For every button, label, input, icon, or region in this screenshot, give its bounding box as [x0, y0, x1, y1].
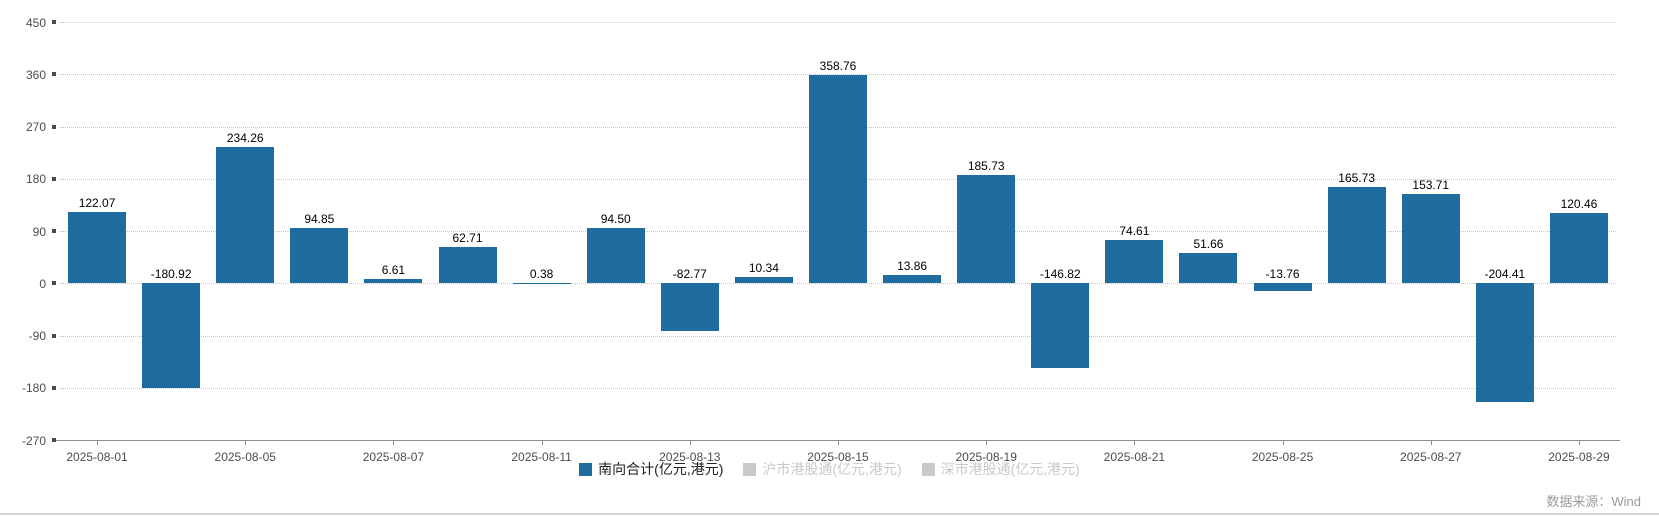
- bar-value-label: -204.41: [1484, 267, 1526, 282]
- bar[interactable]: [290, 228, 349, 284]
- x-axis-tick: [97, 440, 99, 445]
- y-axis-tick-marker: [52, 385, 56, 390]
- legend-item[interactable]: 沪市港股通(亿元,港元): [743, 461, 902, 477]
- legend-swatch-icon: [743, 462, 757, 476]
- legend-label: 沪市港股通(亿元,港元): [762, 461, 902, 477]
- x-axis-tick: [1430, 440, 1432, 445]
- bar[interactable]: [1549, 213, 1608, 284]
- y-axis-tick-marker: [52, 72, 56, 77]
- x-axis-label: 2025-08-19: [955, 450, 1017, 464]
- bar-value-label: 62.71: [452, 230, 483, 245]
- y-axis-label: 360: [25, 67, 46, 82]
- bar-value-label: -146.82: [1039, 267, 1081, 282]
- bar-value-label: 0.38: [529, 267, 554, 282]
- y-axis-label: -90: [28, 329, 46, 343]
- bar-value-label: 120.46: [1560, 197, 1598, 212]
- bottom-divider: [0, 513, 1659, 515]
- bar-value-label: 234.26: [226, 131, 264, 146]
- x-axis-label: 2025-08-01: [66, 450, 128, 464]
- x-axis-tick: [838, 440, 839, 445]
- bar[interactable]: [660, 283, 719, 332]
- bar-value-label: 358.76: [819, 58, 857, 73]
- bar-value-label: 51.66: [1193, 237, 1224, 252]
- gridline: [60, 74, 1616, 76]
- bar-value-label: -82.77: [672, 267, 707, 282]
- bar[interactable]: [883, 275, 942, 284]
- x-axis-label: 2025-08-05: [214, 450, 276, 464]
- legend-label: 南向合计(亿元,港元): [598, 461, 724, 477]
- x-axis-tick: [689, 440, 691, 445]
- y-axis-label: -180: [21, 381, 46, 396]
- x-axis-tick: [245, 440, 247, 445]
- x-axis-label: 2025-08-29: [1548, 450, 1610, 464]
- bar[interactable]: [68, 212, 127, 284]
- legend-label: 深市港股通(亿元,港元): [940, 461, 1080, 477]
- y-axis-tick-marker: [52, 438, 56, 442]
- gridline: [60, 22, 1616, 23]
- x-axis-tick: [1578, 440, 1580, 445]
- y-axis-tick-marker: [52, 333, 56, 338]
- bar-value-label: 94.85: [304, 212, 335, 227]
- bar-value-label: 6.61: [381, 263, 406, 278]
- bar-value-label: -180.92: [150, 267, 192, 282]
- bar[interactable]: [216, 147, 275, 284]
- x-axis-tick: [1134, 440, 1136, 445]
- bar[interactable]: [1253, 283, 1312, 292]
- y-axis-tick-marker: [52, 281, 56, 286]
- bar-value-label: 10.34: [748, 261, 779, 276]
- y-axis-label: 180: [25, 172, 46, 187]
- bar-value-label: 122.07: [78, 196, 116, 211]
- x-axis-tick: [541, 440, 543, 445]
- x-axis-tick: [393, 440, 395, 445]
- y-axis-tick-marker: [52, 176, 56, 181]
- x-axis-label: 2025-08-27: [1400, 450, 1462, 464]
- bar[interactable]: [1031, 283, 1090, 369]
- y-axis-label: 450: [25, 15, 46, 30]
- bar[interactable]: [957, 175, 1016, 284]
- y-axis-label: 90: [32, 224, 46, 239]
- bar[interactable]: [1327, 187, 1386, 284]
- y-axis-tick-marker: [52, 124, 56, 129]
- x-axis-tick: [1282, 440, 1284, 445]
- bar[interactable]: [1179, 253, 1238, 284]
- y-axis-label: 270: [25, 120, 46, 134]
- chart-legend: 南向合计(亿元,港元) 沪市港股通(亿元,港元) 深市港股通(亿元,港元): [0, 462, 1659, 476]
- bar-value-label: 74.61: [1119, 223, 1150, 238]
- bar-value-label: 165.73: [1338, 171, 1376, 186]
- gridline: [60, 387, 1616, 389]
- x-axis-label: 2025-08-13: [659, 450, 721, 464]
- x-axis-label: 2025-08-21: [1103, 450, 1166, 464]
- legend-swatch-icon: [579, 462, 593, 476]
- bar[interactable]: [438, 246, 497, 284]
- source-note: 数据来源：Wind: [1546, 494, 1641, 509]
- bar[interactable]: [1105, 239, 1164, 284]
- y-axis-label: -270: [21, 433, 46, 448]
- bar[interactable]: [1401, 194, 1460, 284]
- bar-value-label: 153.71: [1412, 178, 1450, 192]
- gridline: [60, 283, 1616, 285]
- x-axis-label: 2025-08-11: [511, 450, 572, 464]
- legend-swatch-icon: [921, 462, 935, 476]
- bar[interactable]: [364, 279, 423, 284]
- x-axis-label: 2025-08-15: [807, 450, 869, 464]
- bar-value-label: 94.50: [600, 212, 631, 227]
- bar-value-label: 13.86: [897, 259, 928, 274]
- bar[interactable]: [809, 74, 867, 284]
- y-axis-tick-marker: [52, 20, 56, 24]
- bar-value-label: 185.73: [967, 159, 1005, 174]
- legend-item[interactable]: 南向合计(亿元,港元): [579, 462, 723, 476]
- legend-item[interactable]: 深市港股通(亿元,港元): [921, 461, 1080, 477]
- bar[interactable]: [734, 277, 793, 284]
- bar-value-label: -13.76: [1265, 267, 1300, 282]
- bar[interactable]: [586, 228, 645, 284]
- x-axis-tick: [986, 440, 988, 445]
- x-axis-label: 2025-08-25: [1251, 450, 1314, 464]
- gridline: [60, 335, 1616, 337]
- x-axis-label: 2025-08-07: [362, 450, 425, 464]
- y-axis-tick-marker: [52, 229, 56, 233]
- y-axis-label: 0: [39, 276, 46, 291]
- bar[interactable]: [1475, 283, 1534, 402]
- bar[interactable]: [142, 283, 201, 389]
